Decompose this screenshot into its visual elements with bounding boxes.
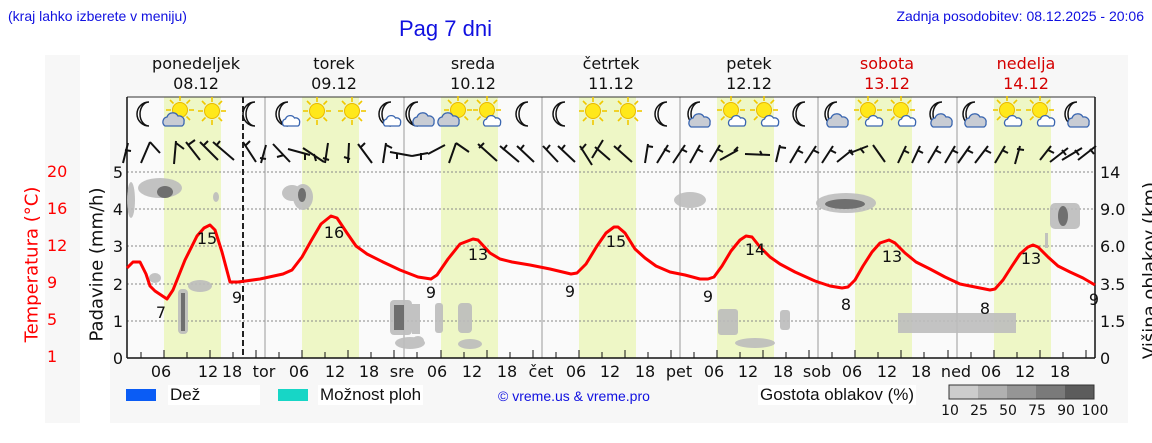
legend-storm-swatch [278, 389, 308, 401]
x-tick-labels: 06 12 18 tor 06 12 18 sre 06 12 18 čet 0… [151, 362, 1070, 381]
svg-text:14: 14 [1100, 163, 1120, 182]
legend-storm-label: Možnost ploh [318, 385, 424, 405]
svg-text:06: 06 [981, 362, 1001, 381]
svg-text:12: 12 [462, 362, 482, 381]
svg-text:12: 12 [1015, 362, 1035, 381]
region-hint-link[interactable]: (kraj lahko izberete v meniju) [8, 8, 187, 24]
day-header-mon: ponedeljek 08.12 [152, 54, 240, 93]
precipitation-ticks: 5 4 3 2 1 0 [113, 163, 123, 368]
svg-text:15: 15 [606, 232, 626, 251]
day-header-fri: petek 12.12 [726, 54, 772, 93]
svg-text:3: 3 [113, 237, 123, 256]
legend-rain-label: Dež [168, 385, 261, 405]
svg-text:13: 13 [1021, 249, 1041, 268]
svg-text:4: 4 [113, 200, 123, 219]
svg-text:50: 50 [999, 403, 1017, 419]
cloud-density-title: Gostota oblakov (%) [758, 385, 917, 405]
svg-text:9: 9 [426, 283, 436, 302]
svg-text:12: 12 [325, 362, 345, 381]
temp-tick: 20 [47, 162, 68, 181]
temperature-annotations: 7 15 9 16 9 13 9 15 9 14 8 13 8 13 9 [156, 223, 1099, 322]
svg-text:14: 14 [745, 240, 765, 259]
svg-text:1: 1 [113, 312, 123, 331]
day-header-tue: torek 09.12 [311, 54, 357, 93]
cloud-height-ticks: 14 9.0 6.0 3.5 1.5 0 [1100, 163, 1125, 368]
temp-tick: 1 [47, 347, 58, 366]
svg-text:0: 0 [1100, 349, 1110, 368]
temp-tick: 16 [47, 199, 68, 218]
svg-text:9: 9 [565, 282, 575, 301]
temp-tick: 5 [47, 310, 58, 329]
svg-text:1.5: 1.5 [1100, 312, 1125, 331]
svg-text:18: 18 [911, 362, 931, 381]
svg-text:100: 100 [1082, 403, 1109, 419]
svg-text:06: 06 [704, 362, 724, 381]
day-header-wed: sreda 10.12 [450, 54, 496, 93]
day-header-sun: nedelja 14.12 [996, 54, 1056, 93]
svg-text:9: 9 [1089, 290, 1099, 309]
credit-link[interactable]: © vreme.us & vreme.pro [498, 388, 650, 404]
svg-text:10: 10 [941, 403, 959, 419]
svg-text:75: 75 [1028, 403, 1046, 419]
day-header-thu: četrtek 11.12 [582, 54, 640, 93]
temp-tick: 9 [47, 273, 58, 292]
svg-text:čet: čet [529, 362, 554, 381]
svg-text:15: 15 [197, 229, 217, 248]
svg-text:sre: sre [390, 362, 414, 381]
svg-text:12: 12 [198, 362, 218, 381]
svg-text:3.5: 3.5 [1100, 275, 1125, 294]
svg-text:12: 12 [738, 362, 758, 381]
svg-text:90: 90 [1057, 403, 1075, 419]
svg-text:9.0: 9.0 [1100, 200, 1125, 219]
svg-text:2: 2 [113, 275, 123, 294]
svg-text:9: 9 [703, 287, 713, 306]
svg-text:18: 18 [222, 362, 242, 381]
svg-text:18: 18 [635, 362, 655, 381]
svg-text:16: 16 [324, 223, 344, 242]
svg-text:13: 13 [882, 247, 902, 266]
svg-text:18: 18 [1050, 362, 1070, 381]
cloud-density-scale [948, 384, 1095, 400]
svg-text:06: 06 [566, 362, 586, 381]
svg-text:06: 06 [842, 362, 862, 381]
temperature-axis-panel [45, 55, 80, 423]
last-update: Zadnja posodobitev: 08.12.2025 - 20:06 [896, 8, 1144, 24]
svg-text:pet: pet [666, 362, 692, 381]
svg-text:0: 0 [113, 349, 123, 368]
svg-text:18: 18 [773, 362, 793, 381]
svg-text:18: 18 [359, 362, 379, 381]
svg-text:7: 7 [156, 303, 166, 322]
svg-text:8: 8 [841, 295, 851, 314]
wind-barbs [122, 139, 1097, 166]
day-header-sat: sobota 13.12 [859, 54, 915, 93]
svg-text:tor: tor [253, 362, 276, 381]
svg-text:sob: sob [803, 362, 831, 381]
svg-text:06: 06 [151, 362, 171, 381]
svg-text:18: 18 [497, 362, 517, 381]
svg-text:6.0: 6.0 [1100, 237, 1125, 256]
svg-text:06: 06 [427, 362, 447, 381]
svg-text:06: 06 [289, 362, 309, 381]
legend-rain-swatch [126, 389, 156, 401]
svg-text:5: 5 [113, 163, 123, 182]
svg-text:8: 8 [980, 299, 990, 318]
svg-text:12: 12 [600, 362, 620, 381]
svg-text:9: 9 [232, 288, 242, 307]
svg-text:ned: ned [941, 362, 971, 381]
svg-text:12: 12 [877, 362, 897, 381]
svg-text:13: 13 [468, 245, 488, 264]
temp-tick: 12 [47, 236, 68, 255]
page-title: Pag 7 dni [399, 16, 492, 41]
svg-text:25: 25 [970, 403, 988, 419]
